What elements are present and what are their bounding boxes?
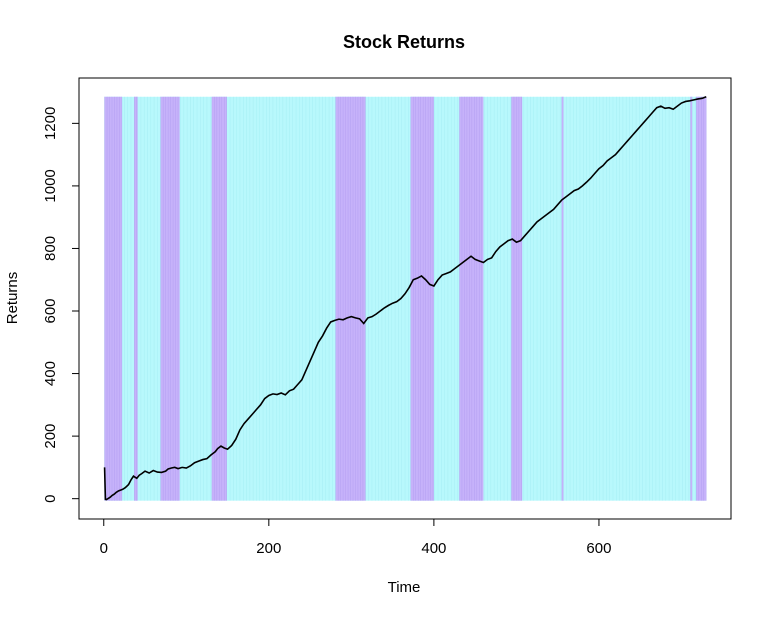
series-line xyxy=(103,96,707,501)
x-tick-label: 400 xyxy=(421,540,446,557)
bear-regime-band xyxy=(134,96,138,501)
y-tick-label: 1200 xyxy=(42,107,59,140)
bear-regime-band xyxy=(511,96,523,501)
x-axis-label: Time xyxy=(388,579,421,596)
bear-regime-band xyxy=(160,96,180,501)
y-tick-label: 600 xyxy=(42,298,59,323)
y-tick-label: 400 xyxy=(42,361,59,386)
x-tick-label: 200 xyxy=(256,540,281,557)
x-tick-label: 0 xyxy=(100,540,108,557)
bear-regime-band xyxy=(104,96,122,501)
y-tick-label: 800 xyxy=(42,236,59,261)
chart-title: Stock Returns xyxy=(343,32,465,52)
bear-regime-band xyxy=(690,96,693,501)
regime-shading xyxy=(104,96,707,501)
bear-regime-band xyxy=(459,96,484,501)
y-tick-label: 200 xyxy=(42,424,59,449)
bull-regime-band xyxy=(104,96,707,501)
x-axis: 0 200 400 600 xyxy=(100,518,611,557)
x-tick-label: 600 xyxy=(586,540,611,557)
y-axis: 0 200 400 600 800 1000 1200 xyxy=(42,107,80,503)
y-tick-label: 0 xyxy=(42,494,59,502)
bear-regime-band xyxy=(561,96,564,501)
y-axis-label: Returns xyxy=(4,272,21,325)
y-tick-label: 1000 xyxy=(42,169,59,202)
